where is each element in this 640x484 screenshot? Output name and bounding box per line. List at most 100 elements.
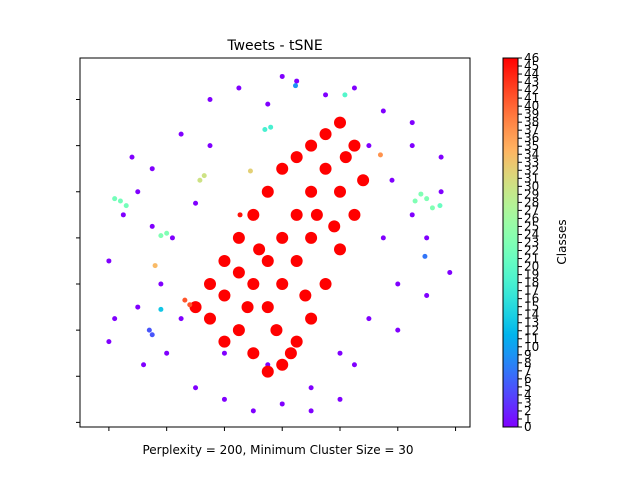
point: [120, 212, 126, 218]
colorbar-tick-label: 43: [524, 75, 539, 89]
point: [178, 316, 184, 322]
point: [152, 263, 158, 269]
point: [218, 335, 231, 348]
colorbar-tick-label: 32: [524, 163, 539, 177]
point: [424, 235, 430, 241]
point: [164, 350, 170, 356]
point: [348, 139, 361, 152]
point: [232, 231, 245, 244]
colorbar-tick-label: 4: [524, 388, 532, 402]
point: [366, 316, 372, 322]
point: [339, 151, 352, 164]
point: [158, 306, 164, 312]
colorbar-tick-label: 5: [524, 380, 532, 394]
point: [149, 166, 155, 172]
point: [149, 332, 155, 338]
point: [218, 254, 231, 267]
point: [182, 297, 188, 303]
colorbar-tick-label: 15: [524, 300, 539, 314]
colorbar-tick-label: 6: [524, 372, 532, 386]
colorbar-tick-label: 19: [524, 268, 539, 282]
point: [270, 324, 283, 337]
point: [305, 231, 318, 244]
point: [409, 212, 415, 218]
colorbar-tick-label: 36: [524, 131, 539, 145]
point: [146, 327, 152, 333]
colorbar-tick-label: 7: [524, 364, 532, 378]
point: [334, 243, 346, 256]
point: [395, 281, 401, 287]
point: [141, 362, 147, 368]
point: [290, 335, 303, 348]
point: [247, 347, 260, 360]
colorbar-tick-label: 31: [524, 171, 539, 185]
point: [135, 304, 141, 310]
point: [112, 316, 118, 322]
point: [279, 73, 285, 79]
colorbar-tick-label: 16: [524, 292, 539, 306]
point: [262, 126, 268, 132]
point: [305, 312, 318, 325]
point: [279, 401, 285, 407]
point: [319, 162, 332, 175]
point: [189, 301, 202, 314]
point: [207, 97, 213, 103]
point: [197, 177, 203, 183]
point: [395, 327, 401, 333]
point: [135, 189, 141, 195]
point: [204, 312, 216, 325]
colorbar-tick-label: 42: [524, 83, 539, 97]
point: [232, 266, 245, 279]
point: [265, 101, 271, 107]
colorbar-tick-label: 29: [524, 187, 539, 201]
colorbar-tick-label: 25: [524, 219, 539, 233]
colorbar-tick-label: 12: [524, 324, 539, 338]
point: [247, 168, 253, 174]
point: [221, 350, 227, 356]
point: [438, 189, 444, 195]
colorbar-tick-label: 10: [524, 340, 539, 354]
point: [412, 198, 418, 204]
point: [158, 281, 164, 287]
point: [323, 92, 329, 98]
point: [308, 408, 314, 414]
plot-frame: [79, 57, 471, 428]
point: [351, 362, 357, 368]
point: [276, 278, 289, 291]
colorbar-tick-label: 18: [524, 276, 539, 290]
point: [418, 191, 424, 197]
point: [409, 120, 415, 126]
colorbar-tick-label: 35: [524, 139, 539, 153]
point: [106, 258, 112, 264]
point: [334, 185, 346, 198]
point: [447, 269, 453, 275]
colorbar: [502, 57, 519, 428]
colorbar-tick-label: 11: [524, 332, 539, 346]
point: [319, 278, 332, 291]
point: [328, 220, 341, 233]
point: [261, 301, 274, 314]
colorbar-tick-label: 39: [524, 107, 539, 121]
point: [247, 208, 260, 221]
point: [437, 203, 443, 209]
point: [261, 185, 274, 198]
point: [241, 301, 254, 314]
point: [348, 208, 361, 221]
point: [247, 278, 260, 291]
colorbar-tick-label: 13: [524, 316, 539, 330]
colorbar-tick-label: 9: [524, 348, 532, 362]
point: [305, 185, 318, 198]
point: [389, 177, 395, 183]
colorbar-tick-label: 37: [524, 123, 539, 137]
x-axis-label: Perplexity = 200, Minimum Cluster Size =…: [142, 443, 413, 457]
point: [299, 289, 312, 302]
point: [187, 302, 193, 308]
colorbar-tick-label: 45: [524, 59, 539, 73]
colorbar-label: Classes: [555, 219, 569, 264]
point: [250, 408, 256, 414]
point: [193, 200, 199, 206]
point: [357, 174, 370, 187]
point: [169, 235, 175, 241]
point: [290, 254, 303, 267]
point: [236, 85, 242, 91]
